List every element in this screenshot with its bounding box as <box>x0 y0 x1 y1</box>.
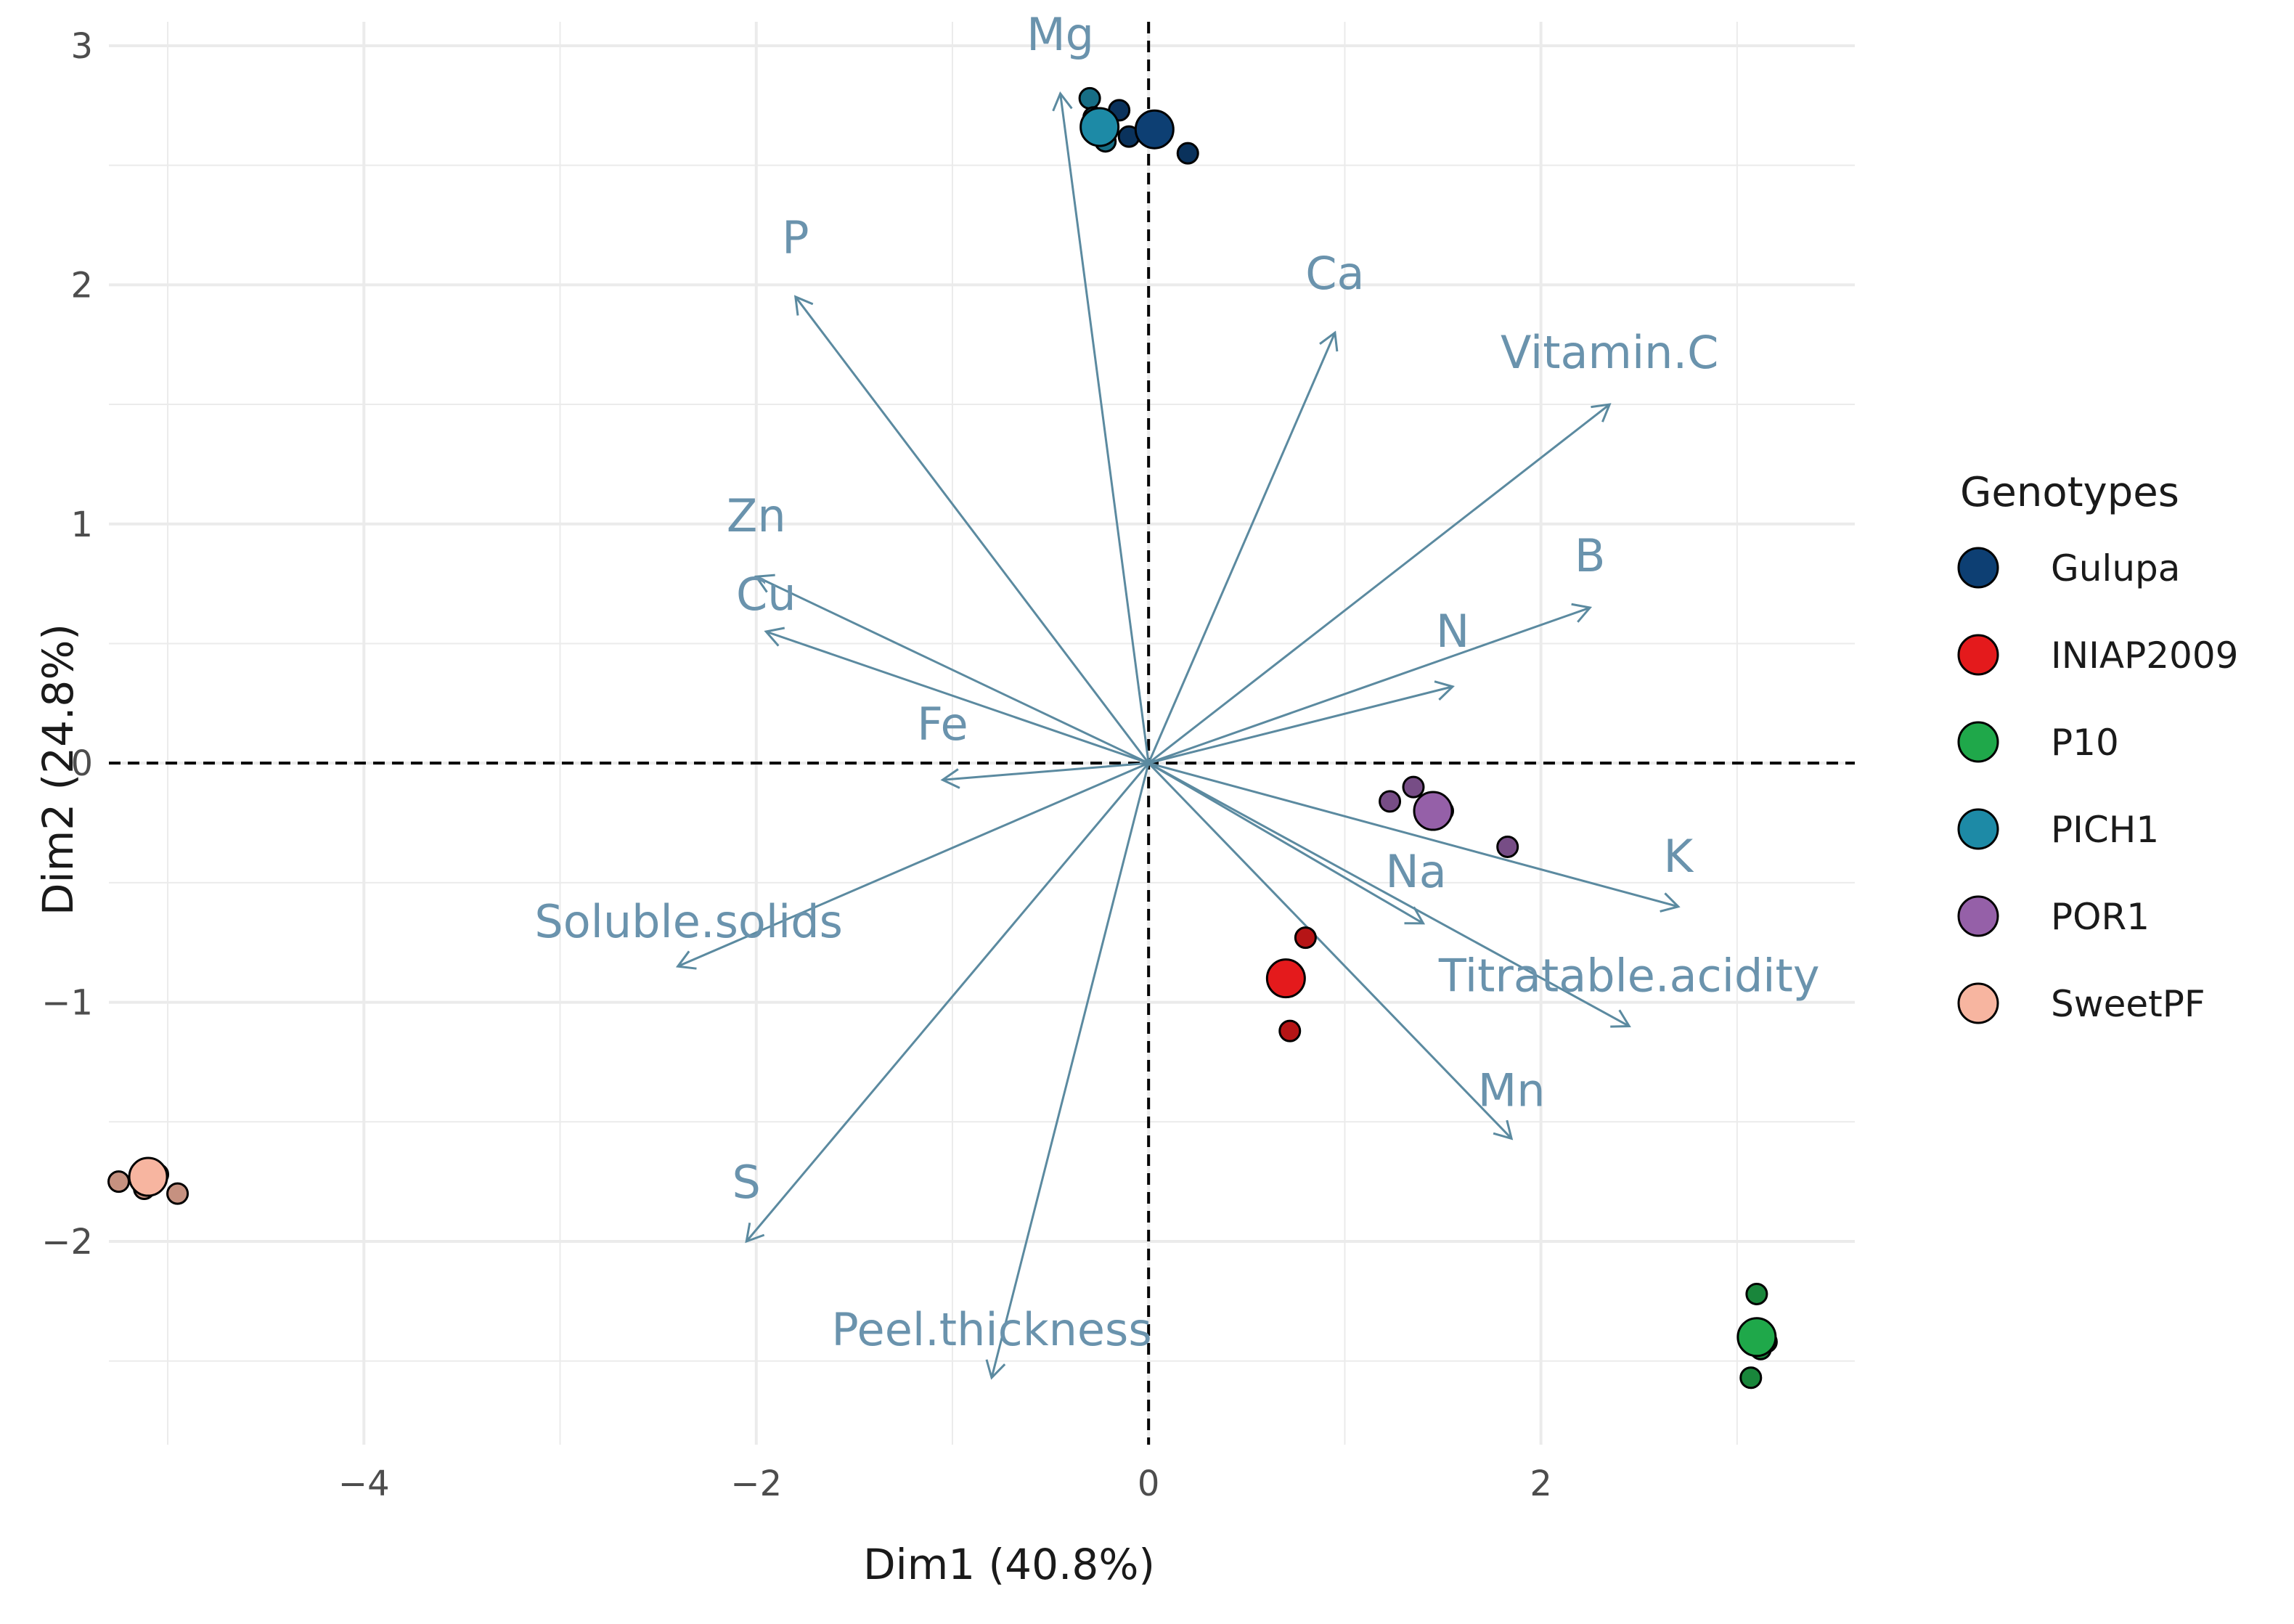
variable-arrow-na <box>1148 762 1426 925</box>
x-axis-title: Dim1 (40.8%) <box>863 1540 1155 1589</box>
variable-label: Fe <box>917 698 968 751</box>
data-point <box>1402 775 1425 799</box>
legend-label: PICH1 <box>2051 809 2159 851</box>
legend-item-iniap2009: INIAP2009 <box>1957 634 2239 677</box>
variable-arrow-fe <box>940 762 1149 789</box>
variable-arrow-peel-thickness <box>985 762 1150 1380</box>
variable-label: Soluble.solids <box>534 895 843 948</box>
legend-swatch <box>1957 982 1999 1024</box>
data-point <box>107 1170 131 1193</box>
group-centroid <box>1079 107 1120 147</box>
data-point <box>166 1182 189 1205</box>
variable-label: S <box>732 1156 761 1209</box>
grid <box>109 22 1855 1445</box>
variable-arrow-mg <box>1052 91 1150 764</box>
variable-arrow-soluble-solids <box>675 762 1149 970</box>
variable-arrow-cu <box>764 627 1149 764</box>
variable-label: Peel.thickness <box>831 1303 1151 1356</box>
legend-item-por1: POR1 <box>1957 895 2150 938</box>
variable-arrows <box>675 91 1681 1380</box>
legend-swatch <box>1957 547 1999 589</box>
y-tick-label: 3 <box>70 26 93 67</box>
data-point <box>1294 926 1317 950</box>
group-centroid <box>1413 791 1453 831</box>
variable-arrow-vitamin-c <box>1148 403 1612 764</box>
legend-item-sweetpf: SweetPF <box>1957 982 2205 1025</box>
variable-label: K <box>1663 830 1694 883</box>
variable-arrow-ca <box>1147 330 1339 764</box>
variable-arrow-p <box>793 295 1150 764</box>
legend-swatch <box>1957 808 1999 850</box>
variable-label: Titratable.acidity <box>1438 950 1820 1003</box>
group-centroid <box>128 1156 168 1197</box>
y-tick-label: 1 <box>70 505 93 545</box>
data-point <box>1739 1366 1763 1390</box>
variable-labels: Mg P Ca Vitamin.C Zn Cu B N Fe Soluble.solids Na K T… <box>534 8 1819 1356</box>
x-tick-label: 2 <box>1530 1464 1552 1504</box>
legend-label: P10 <box>2051 722 2119 764</box>
x-tick-label: −4 <box>338 1464 390 1504</box>
variable-arrow-mn <box>1148 762 1514 1141</box>
variable-label: B <box>1575 529 1606 582</box>
genotype-points <box>107 86 1778 1390</box>
legend-item-p10: P10 <box>1957 721 2119 764</box>
variable-label: Na <box>1385 845 1446 898</box>
legend-label: POR1 <box>2051 896 2150 938</box>
group-gulupa <box>1108 99 1199 165</box>
group-p10 <box>1736 1282 1778 1390</box>
variable-arrow-zn <box>754 574 1149 764</box>
legend-title: Genotypes <box>1960 469 2179 516</box>
legend-item-pich1: PICH1 <box>1957 808 2159 851</box>
legend-label: SweetPF <box>2051 983 2205 1025</box>
data-point <box>1176 142 1199 165</box>
data-point <box>1745 1282 1768 1305</box>
group-sweetpf <box>107 1156 189 1205</box>
variable-label: N <box>1436 605 1469 658</box>
group-centroid <box>1265 958 1306 999</box>
legend-label: INIAP2009 <box>2051 634 2239 677</box>
group-centroid <box>1736 1317 1777 1358</box>
axis-ticks: −4 −2 0 2 −2 −1 0 1 2 3 <box>41 26 1552 1504</box>
variable-arrow-titratable-acidity <box>1148 762 1631 1028</box>
legend-swatch <box>1957 895 1999 937</box>
legend-item-gulupa: Gulupa <box>1957 547 2180 589</box>
legend-swatch <box>1957 634 1999 676</box>
data-point <box>1379 790 1402 813</box>
variable-label: Vitamin.C <box>1501 326 1719 379</box>
group-pich1 <box>1078 86 1120 153</box>
y-axis-title: Dim2 (24.8%) <box>33 624 83 915</box>
variable-arrow-s <box>745 762 1150 1244</box>
variable-arrow-n <box>1148 680 1455 764</box>
variable-arrow-b <box>1148 603 1593 764</box>
legend-label: Gulupa <box>2051 547 2180 589</box>
variable-label: Mn <box>1478 1064 1546 1117</box>
y-tick-label: −1 <box>41 983 93 1024</box>
variable-label: P <box>782 211 809 264</box>
variable-label: Mg <box>1026 8 1094 61</box>
variable-label: Ca <box>1305 247 1364 300</box>
data-point <box>1278 1019 1302 1042</box>
variable-label: Cu <box>736 568 796 621</box>
data-point <box>1078 86 1101 110</box>
data-point <box>1496 835 1519 858</box>
x-tick-label: −2 <box>730 1464 782 1504</box>
y-tick-label: 0 <box>70 743 93 784</box>
legend-swatch <box>1957 721 1999 763</box>
variable-arrow-k <box>1148 762 1681 913</box>
reference-lines <box>109 22 1855 1445</box>
group-centroid <box>1134 109 1175 150</box>
variable-label: Zn <box>727 489 786 542</box>
y-tick-label: 2 <box>70 265 93 306</box>
x-tick-label: 0 <box>1138 1464 1160 1504</box>
y-tick-label: −2 <box>41 1222 93 1262</box>
group-iniap2009 <box>1265 926 1317 1042</box>
group-por1 <box>1379 775 1519 858</box>
legend: Genotypes Gulupa INIAP2009 P10 PICH1 POR1 Swe… <box>1957 469 2239 1025</box>
